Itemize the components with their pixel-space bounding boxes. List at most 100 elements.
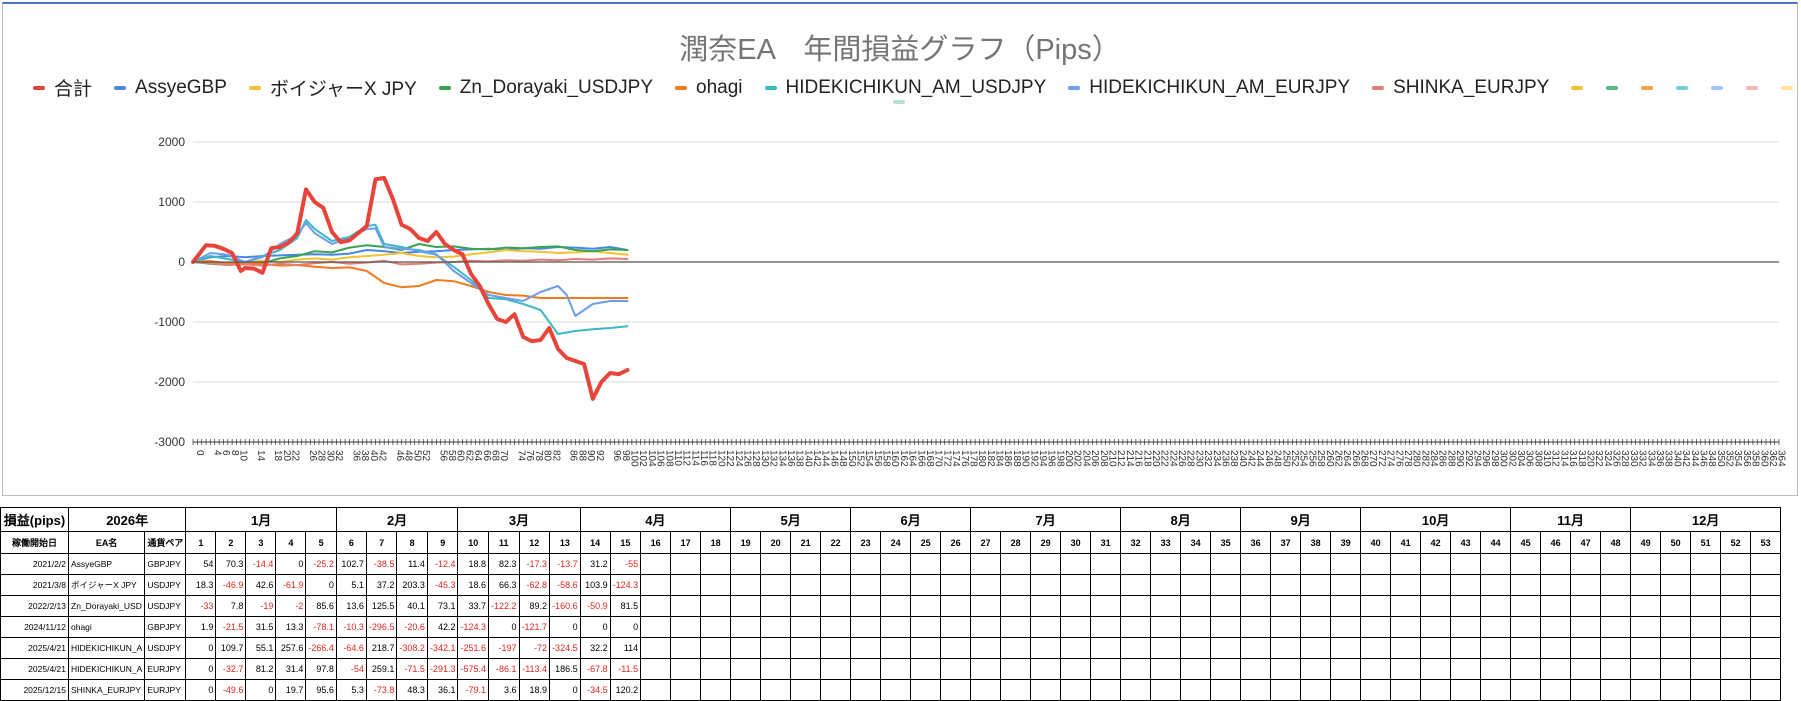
pips-cell-empty[interactable] — [760, 637, 792, 659]
pips-cell[interactable]: 0 — [305, 574, 337, 596]
pips-cell-empty[interactable] — [1360, 574, 1392, 596]
pips-cell-empty[interactable] — [1570, 595, 1602, 617]
pips-cell-empty[interactable] — [1420, 637, 1452, 659]
pips-cell-empty[interactable] — [1390, 553, 1422, 575]
pips-cell-empty[interactable] — [1120, 616, 1152, 638]
pips-cell[interactable]: 102.7 — [335, 553, 367, 575]
pips-cell-empty[interactable] — [1300, 553, 1332, 575]
week-header[interactable]: 20 — [760, 531, 792, 554]
pips-cell-empty[interactable] — [1540, 595, 1572, 617]
week-header[interactable]: 13 — [549, 531, 581, 554]
week-header[interactable]: 42 — [1420, 531, 1452, 554]
pips-cell-empty[interactable] — [760, 679, 792, 701]
pips-cell[interactable]: 36.1 — [426, 679, 459, 701]
pips-cell[interactable]: 203.3 — [396, 574, 428, 596]
pips-cell[interactable]: 70.3 — [215, 553, 247, 575]
pips-cell-empty[interactable] — [1300, 658, 1332, 680]
pips-cell-empty[interactable] — [730, 658, 762, 680]
pips-cell-empty[interactable] — [1360, 658, 1392, 680]
pips-cell-empty[interactable] — [1660, 574, 1692, 596]
pips-cell-empty[interactable] — [1210, 595, 1242, 617]
pips-cell[interactable]: 42.2 — [426, 616, 459, 638]
week-header[interactable]: 51 — [1690, 531, 1722, 554]
pips-cell-empty[interactable] — [640, 616, 672, 638]
pips-cell-empty[interactable] — [1090, 553, 1122, 575]
pips-cell[interactable]: -2 — [275, 595, 307, 617]
pips-cell-empty[interactable] — [1180, 574, 1212, 596]
week-header[interactable]: 12 — [518, 531, 551, 554]
pips-cell[interactable]: -33 — [185, 595, 217, 617]
pips-cell-empty[interactable] — [1390, 637, 1422, 659]
pips-cell-empty[interactable] — [820, 616, 852, 638]
pips-cell-empty[interactable] — [1450, 616, 1482, 638]
pips-cell-empty[interactable] — [1090, 679, 1122, 701]
pips-cell-empty[interactable] — [640, 637, 672, 659]
pips-cell-empty[interactable] — [1120, 637, 1152, 659]
pips-cell-empty[interactable] — [1570, 574, 1602, 596]
ea-name-cell[interactable]: AssyeGBP — [67, 553, 146, 575]
pips-cell-empty[interactable] — [1480, 595, 1512, 617]
pips-cell-empty[interactable] — [1690, 553, 1722, 575]
pips-cell-empty[interactable] — [1240, 574, 1272, 596]
pips-cell-empty[interactable] — [1450, 553, 1482, 575]
pips-cell[interactable]: -308.2 — [396, 637, 428, 659]
start-date-cell[interactable]: 2024/11/12 — [0, 616, 69, 638]
week-header[interactable]: 27 — [970, 531, 1002, 554]
pips-cell-empty[interactable] — [880, 595, 912, 617]
pips-cell[interactable]: 81.2 — [245, 658, 277, 680]
pips-cell[interactable]: 114 — [609, 637, 642, 659]
pips-cell-empty[interactable] — [1270, 637, 1302, 659]
legend-swatch-icon[interactable] — [1676, 85, 1689, 90]
pips-cell[interactable]: 13.3 — [275, 616, 307, 638]
pips-cell-empty[interactable] — [1360, 616, 1392, 638]
pips-cell-empty[interactable] — [1180, 616, 1212, 638]
legend-item[interactable]: AssyeGBP — [114, 77, 227, 99]
pips-cell-empty[interactable] — [700, 658, 732, 680]
pips-cell-empty[interactable] — [1000, 616, 1032, 638]
pips-cell-empty[interactable] — [1150, 574, 1182, 596]
pips-cell-empty[interactable] — [670, 616, 702, 638]
pips-cell[interactable]: 13.6 — [335, 595, 367, 617]
ea-name-cell[interactable]: ohagi — [67, 616, 146, 638]
pips-cell-empty[interactable] — [1270, 595, 1302, 617]
pips-cell[interactable]: 89.2 — [518, 595, 551, 617]
pips-cell-empty[interactable] — [1510, 616, 1542, 638]
pips-cell[interactable]: -72 — [518, 637, 551, 659]
pips-cell-empty[interactable] — [1150, 658, 1182, 680]
month-header[interactable]: 4月 — [579, 507, 732, 532]
pips-cell-empty[interactable] — [1060, 679, 1092, 701]
week-header[interactable]: 4 — [275, 531, 307, 554]
pips-cell[interactable]: 0 — [185, 637, 217, 659]
week-header[interactable]: 2 — [215, 531, 247, 554]
pips-cell[interactable]: 5.3 — [335, 679, 367, 701]
pips-cell[interactable]: 81.5 — [609, 595, 642, 617]
legend-item[interactable]: SHINKA_EURJPY — [1372, 77, 1549, 99]
week-header[interactable]: 36 — [1240, 531, 1272, 554]
pips-cell-empty[interactable] — [940, 637, 972, 659]
pips-cell[interactable]: 42.6 — [245, 574, 277, 596]
pips-cell-empty[interactable] — [1540, 679, 1572, 701]
pips-cell-empty[interactable] — [700, 595, 732, 617]
pips-cell[interactable]: -86.1 — [488, 658, 520, 680]
pips-cell-empty[interactable] — [790, 637, 822, 659]
ea-name-cell[interactable]: SHINKA_EURJPY — [67, 679, 146, 701]
week-header[interactable]: 48 — [1600, 531, 1632, 554]
pips-cell[interactable]: 11.4 — [396, 553, 428, 575]
pips-cell[interactable]: -124.3 — [457, 616, 489, 638]
pips-cell[interactable]: -73.8 — [365, 679, 398, 701]
pair-cell[interactable]: GBPJPY — [144, 553, 187, 575]
week-header[interactable]: 15 — [609, 531, 642, 554]
pips-cell-empty[interactable] — [1480, 616, 1512, 638]
pips-cell[interactable]: -64.6 — [335, 637, 367, 659]
pips-cell-empty[interactable] — [1240, 637, 1272, 659]
pips-cell-empty[interactable] — [670, 679, 702, 701]
pips-cell[interactable]: -296.5 — [365, 616, 398, 638]
pips-cell-empty[interactable] — [850, 658, 882, 680]
pips-cell-empty[interactable] — [1240, 658, 1272, 680]
pips-cell-empty[interactable] — [1720, 679, 1752, 701]
pips-cell-empty[interactable] — [880, 658, 912, 680]
pips-cell-empty[interactable] — [1750, 595, 1782, 617]
week-header[interactable]: 49 — [1630, 531, 1662, 554]
pips-cell[interactable]: 32.2 — [579, 637, 611, 659]
pips-cell[interactable]: -113.4 — [518, 658, 551, 680]
